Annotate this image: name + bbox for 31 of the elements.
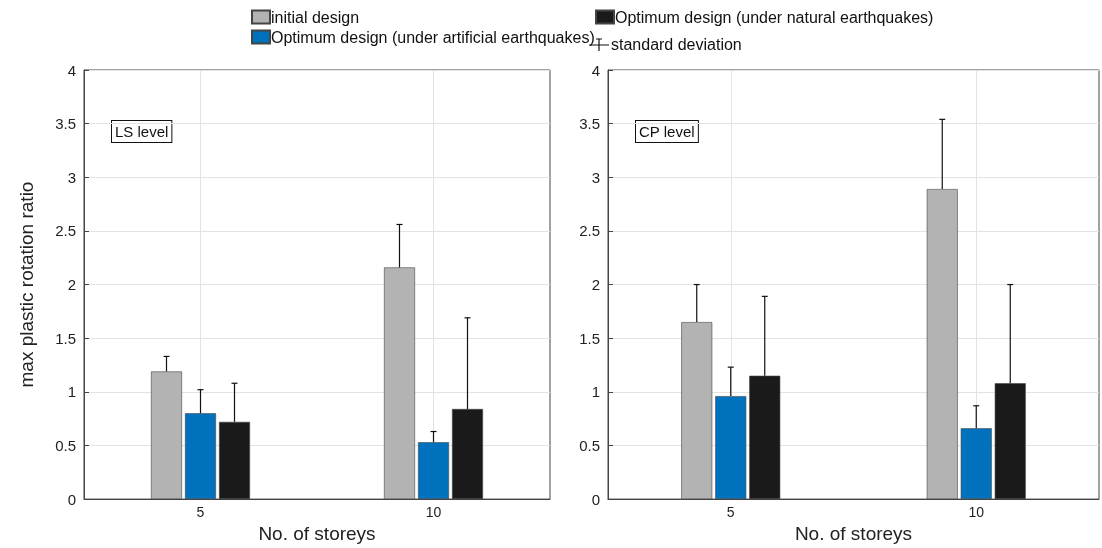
y-axis-title: max plastic rotation ratio [16, 181, 37, 388]
x-tick-label: 10 [425, 504, 442, 521]
y-tick-label: 4 [67, 61, 76, 79]
text: standard deviation [611, 35, 742, 53]
legend-label: Optimum design (under artificial earthquakes) [271, 28, 595, 46]
y-tick-label: 3.5 [579, 115, 600, 133]
legend-label: Optimum design (under natural earthquakes) [615, 8, 934, 26]
x-axis-title: No. of storeys [794, 523, 913, 544]
y-tick-label: 3 [591, 168, 600, 186]
y-tick-label: 1 [591, 383, 600, 401]
x-axis-title: No. of storeys [258, 523, 376, 544]
x-tick-label: 10 [968, 504, 985, 521]
y-tick-label: 0 [67, 490, 76, 508]
x-tick-label: 5 [726, 504, 735, 521]
y-tick-label: 4 [591, 61, 600, 79]
x-tick-label: 5 [196, 504, 205, 521]
y-tick-label: 2.5 [579, 222, 600, 240]
annotation: LS level [115, 123, 169, 140]
legend-label: initial design [271, 8, 360, 26]
y-tick-label: 0.5 [579, 436, 600, 454]
y-tick-label: 0 [591, 490, 600, 508]
y-tick-label: 3.5 [55, 115, 76, 133]
y-tick-label: 1.5 [579, 329, 600, 347]
y-tick-label: 1 [67, 383, 76, 401]
y-tick-label: 1.5 [55, 329, 76, 347]
y-tick-label: 0.5 [55, 436, 76, 454]
y-tick-label: 2 [67, 276, 76, 294]
annotation: CP level [639, 123, 695, 140]
y-tick-label: 3 [67, 168, 76, 186]
y-tick-label: 2.5 [55, 222, 76, 240]
y-tick-label: 2 [591, 276, 600, 294]
